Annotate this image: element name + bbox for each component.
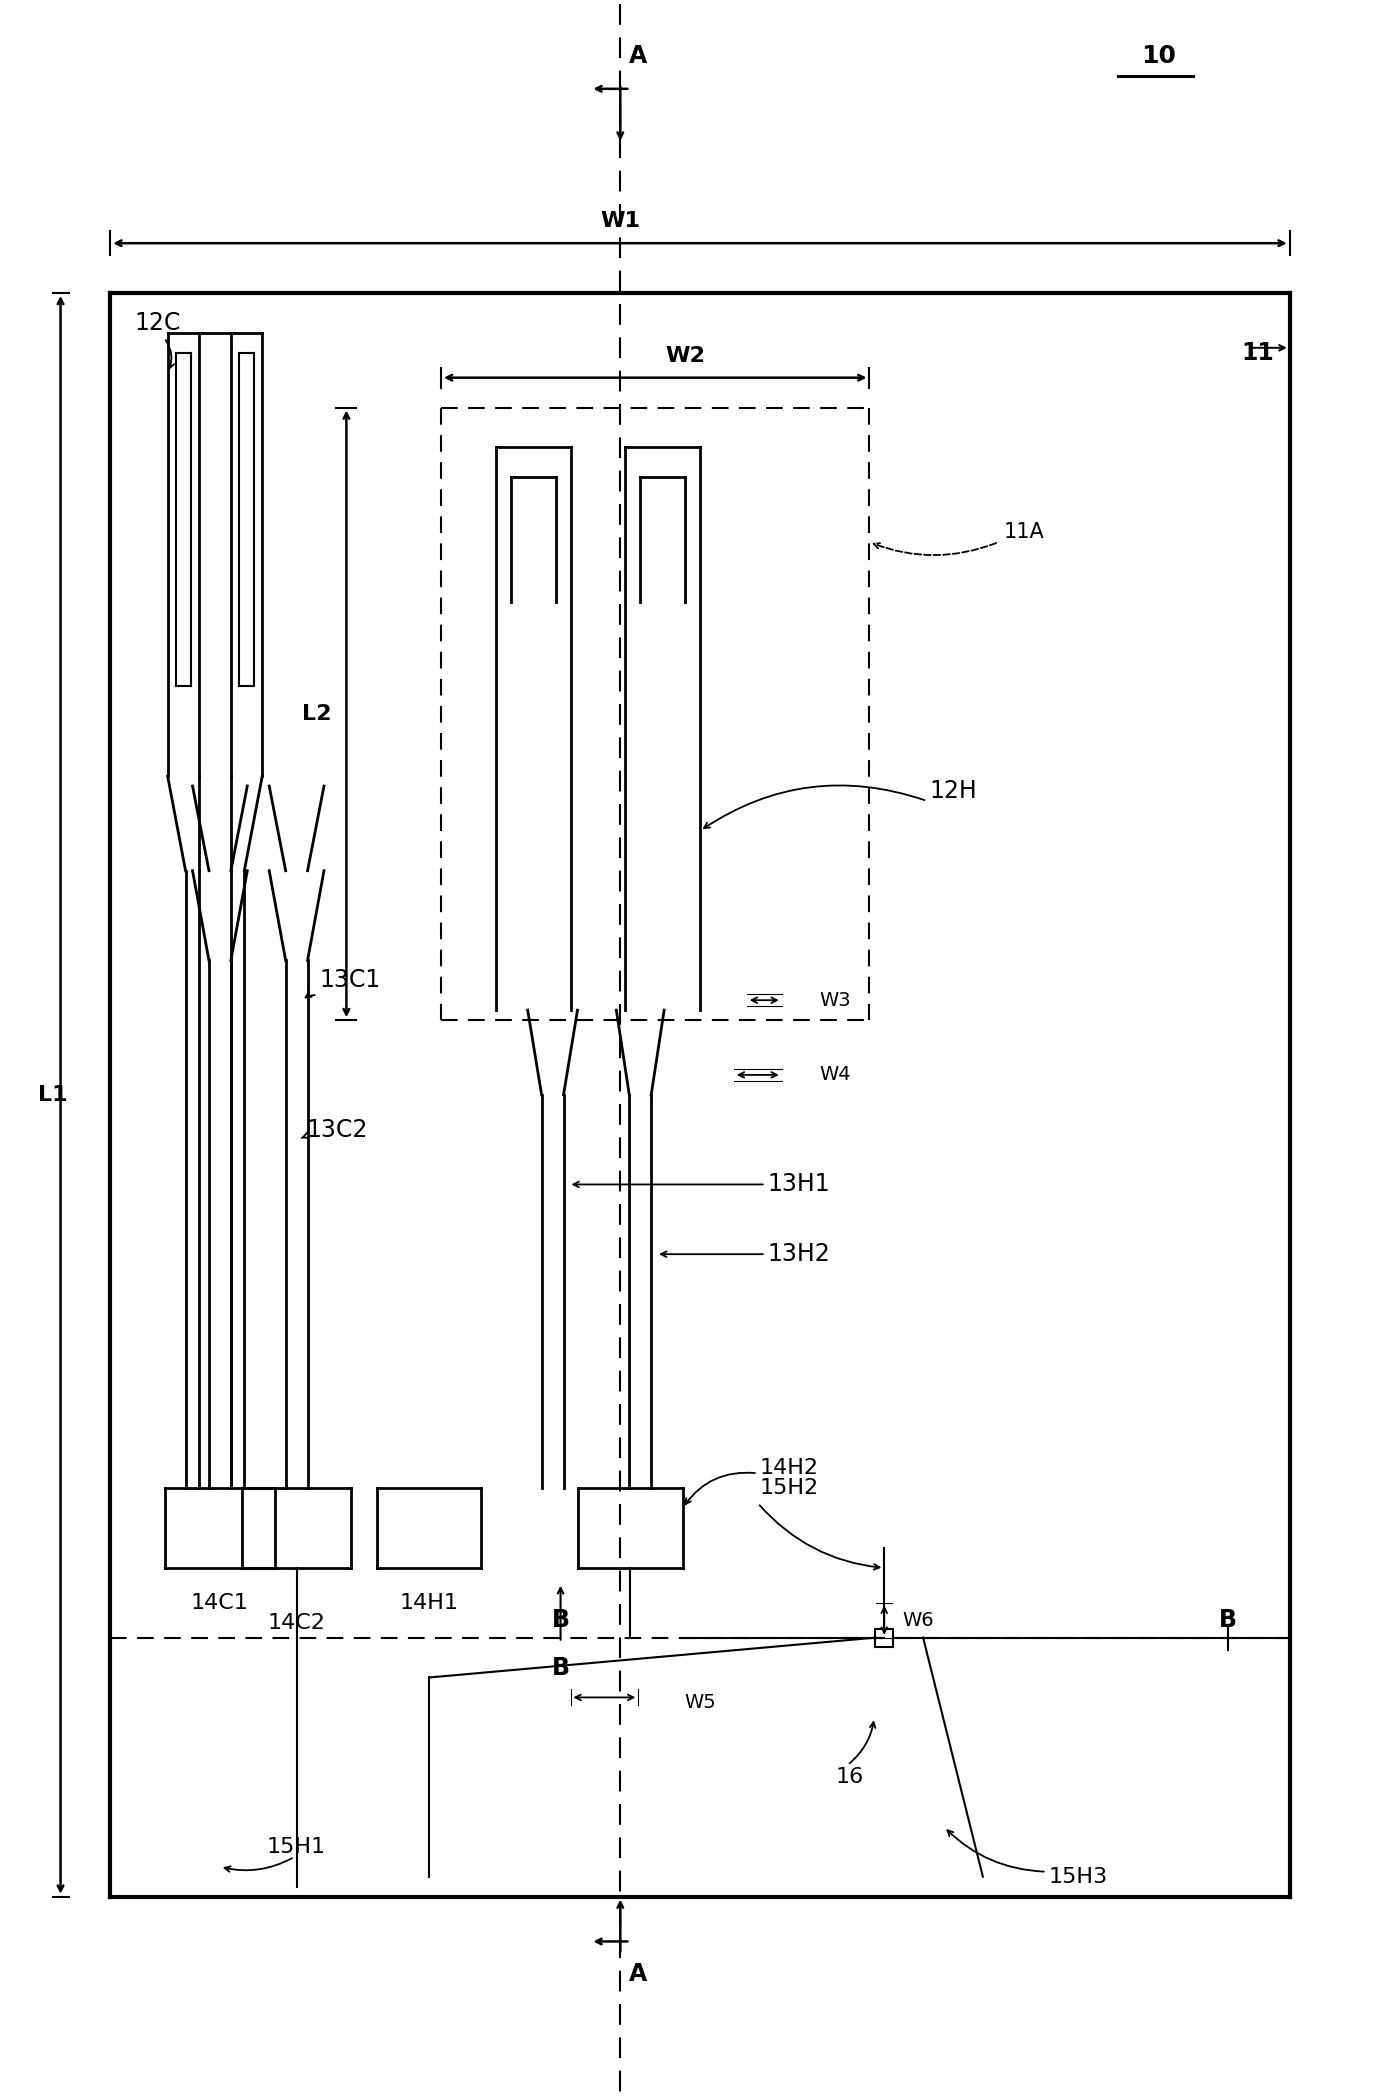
Text: 15H2: 15H2 [760, 1478, 819, 1497]
Text: W1: W1 [601, 212, 640, 231]
Text: 14H2: 14H2 [760, 1457, 819, 1478]
Text: 12H: 12H [930, 778, 977, 803]
Text: 13C2: 13C2 [307, 1118, 368, 1141]
Text: B: B [552, 1608, 570, 1631]
Text: 16: 16 [836, 1768, 864, 1787]
Text: A: A [629, 44, 647, 67]
Text: 13H2: 13H2 [767, 1241, 830, 1267]
Text: 11: 11 [1242, 342, 1274, 365]
Text: 14H1: 14H1 [399, 1594, 459, 1613]
Text: 15H1: 15H1 [267, 1837, 326, 1856]
Text: L2: L2 [302, 705, 332, 723]
Text: B: B [552, 1655, 570, 1680]
Text: 13C1: 13C1 [319, 969, 381, 992]
Text: W4: W4 [819, 1065, 851, 1084]
Text: 15H3: 15H3 [1049, 1866, 1107, 1887]
Text: W5: W5 [685, 1692, 715, 1711]
Text: A: A [629, 1963, 647, 1986]
Text: 14C1: 14C1 [190, 1594, 249, 1613]
Text: 11A: 11A [1004, 522, 1044, 541]
Text: 13H1: 13H1 [767, 1172, 830, 1197]
Text: W3: W3 [819, 990, 851, 1009]
Text: L1: L1 [38, 1084, 67, 1105]
Text: 14C2: 14C2 [267, 1613, 326, 1634]
Text: 10: 10 [1141, 44, 1176, 67]
Text: 12C: 12C [134, 310, 181, 336]
Text: W6: W6 [902, 1610, 934, 1629]
Text: W2: W2 [665, 346, 706, 365]
Text: B: B [1219, 1608, 1236, 1631]
